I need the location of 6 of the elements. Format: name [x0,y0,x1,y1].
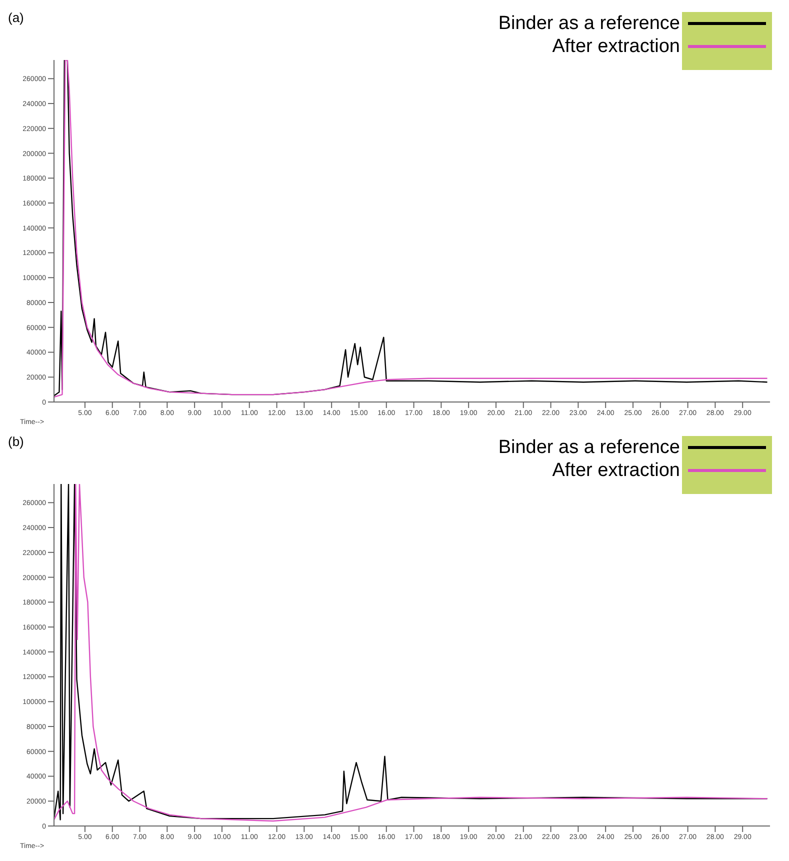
legend-label: After extraction [552,36,681,58]
legend-label: After extraction [552,460,681,482]
legend-label: Binder as a reference [498,12,681,34]
legend-label: Binder as a reference [498,436,681,458]
chart-title: (a) [8,10,24,25]
chart-title: (b) [8,434,24,449]
